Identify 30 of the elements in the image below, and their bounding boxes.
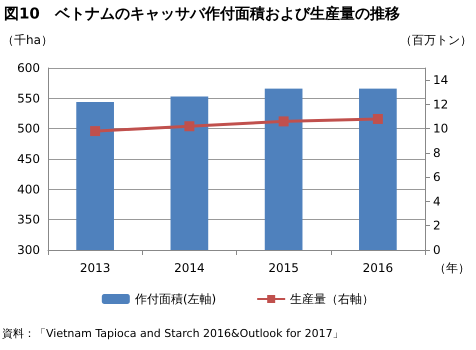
x-tick-label: 2013: [80, 261, 110, 275]
y2-axis-title: （百万トン）: [400, 33, 472, 47]
y2-tick-label: 6: [433, 170, 441, 184]
point: [90, 126, 100, 136]
y2-tick-label: 8: [433, 146, 441, 160]
y2-tick-label: 10: [433, 122, 448, 136]
point: [278, 116, 289, 126]
y-tick-label: 550: [17, 91, 40, 106]
chart-title: 図10 ベトナムのキャッサバ作付面積および生産量の推移: [4, 4, 400, 22]
legend-label: 作付面積(左軸): [134, 292, 216, 306]
point: [372, 114, 383, 124]
y-tick-label: 500: [17, 122, 40, 136]
text: 資料：「Vietnam Tapioca and Starch 2016&Outlook for 2017」: [2, 327, 344, 340]
y2-tick-label: 2: [433, 218, 441, 233]
y2-tick-label: 4: [433, 194, 441, 208]
point: [184, 121, 194, 132]
y2-tick-label: 0: [433, 243, 441, 257]
y-tick-label: 300: [17, 243, 40, 257]
y-tick-label: 600: [17, 61, 40, 75]
x-tick-label: 2014: [174, 261, 205, 275]
y2-tick-label: 14: [433, 73, 448, 88]
y2-tick-label: 12: [433, 97, 448, 112]
x-axis-title: （年）: [434, 261, 470, 275]
x-tick-label: 2016: [362, 261, 394, 275]
legend-label: 生産量（右軸）: [290, 292, 374, 306]
y-tick-label: 400: [17, 182, 40, 196]
x-tick-label: 2015: [268, 261, 299, 275]
y-axis-title: （千ha）: [2, 33, 53, 47]
y-tick-label: 350: [17, 212, 40, 227]
y-tick-label: 450: [17, 152, 40, 166]
